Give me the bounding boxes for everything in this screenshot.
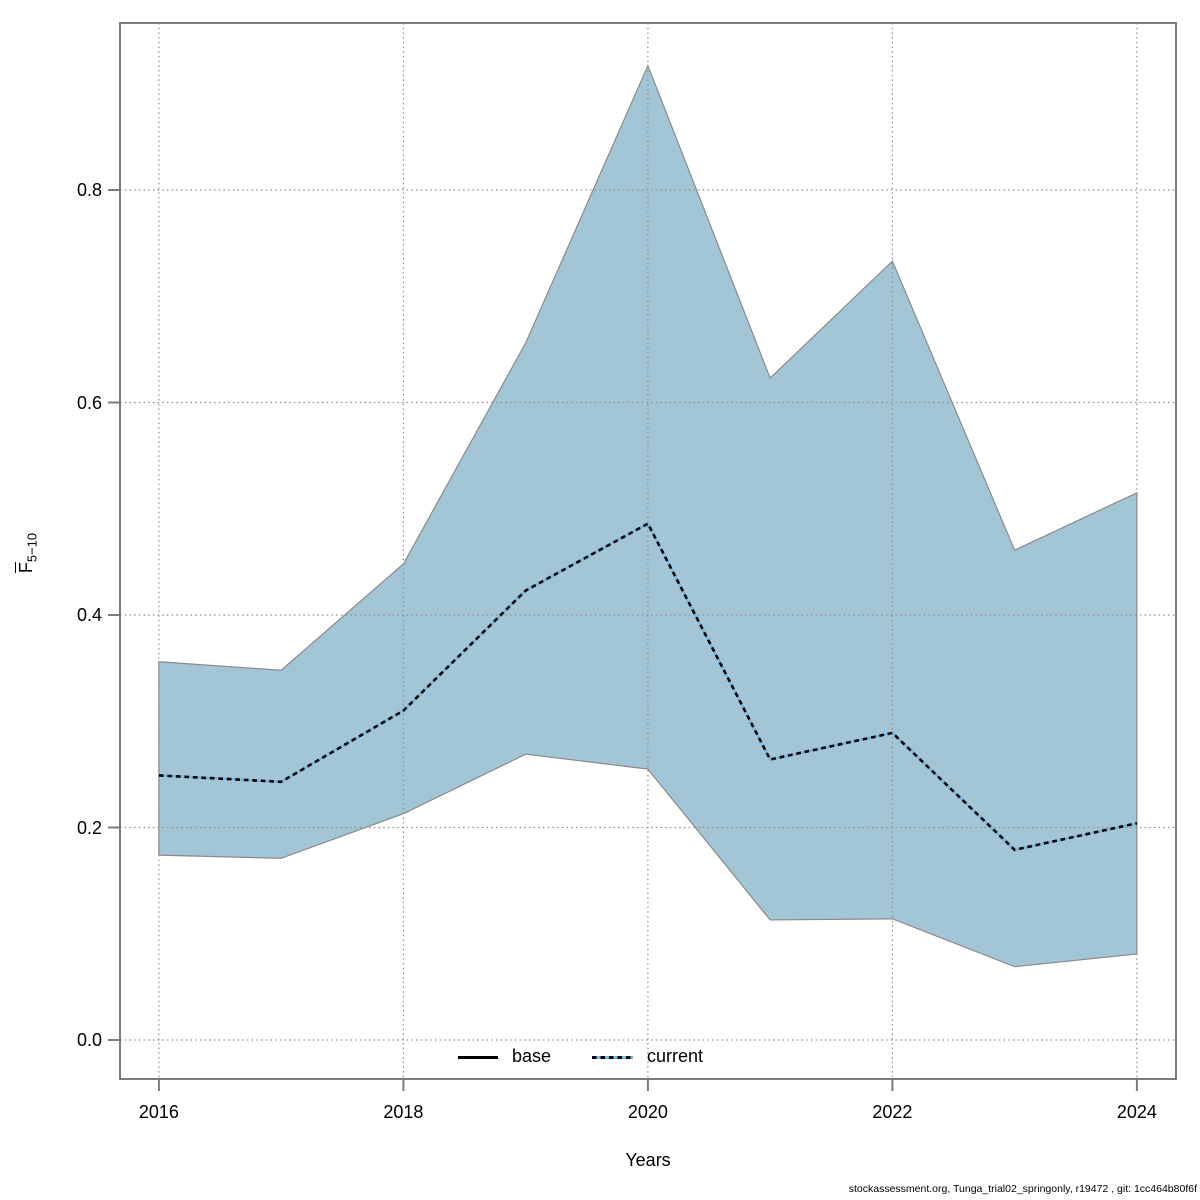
y-axis-title-fbar: F — [15, 562, 36, 574]
y-tick-label: 0.8 — [76, 180, 102, 200]
x-tick-label: 2024 — [1116, 1102, 1157, 1122]
footer-attribution: stockassessment.org, Tunga_trial02_sprin… — [848, 1183, 1197, 1195]
legend-line-sample-current — [592, 1055, 633, 1059]
y-tick-label: 0.6 — [76, 392, 102, 413]
legend-line-sample-base — [458, 1056, 498, 1059]
current-line-underlay — [158, 521, 1138, 852]
y-axis-title: F5−10 — [15, 503, 40, 603]
x-tick-label: 2018 — [383, 1102, 424, 1122]
y-tick-label: 0.0 — [76, 1030, 102, 1050]
legend-label-base: base — [512, 1046, 552, 1066]
x-tick-label: 2022 — [872, 1102, 913, 1122]
x-tick-label: 2016 — [138, 1102, 179, 1122]
x-tick-label: 2020 — [627, 1102, 668, 1122]
y-axis-title-subscript: 5−10 — [24, 532, 40, 563]
y-tick-label: 0.2 — [76, 817, 102, 838]
y-tick-label: 0.4 — [76, 605, 102, 625]
x-axis-title: Years — [625, 1150, 671, 1170]
legend-label-current: current — [647, 1046, 704, 1066]
